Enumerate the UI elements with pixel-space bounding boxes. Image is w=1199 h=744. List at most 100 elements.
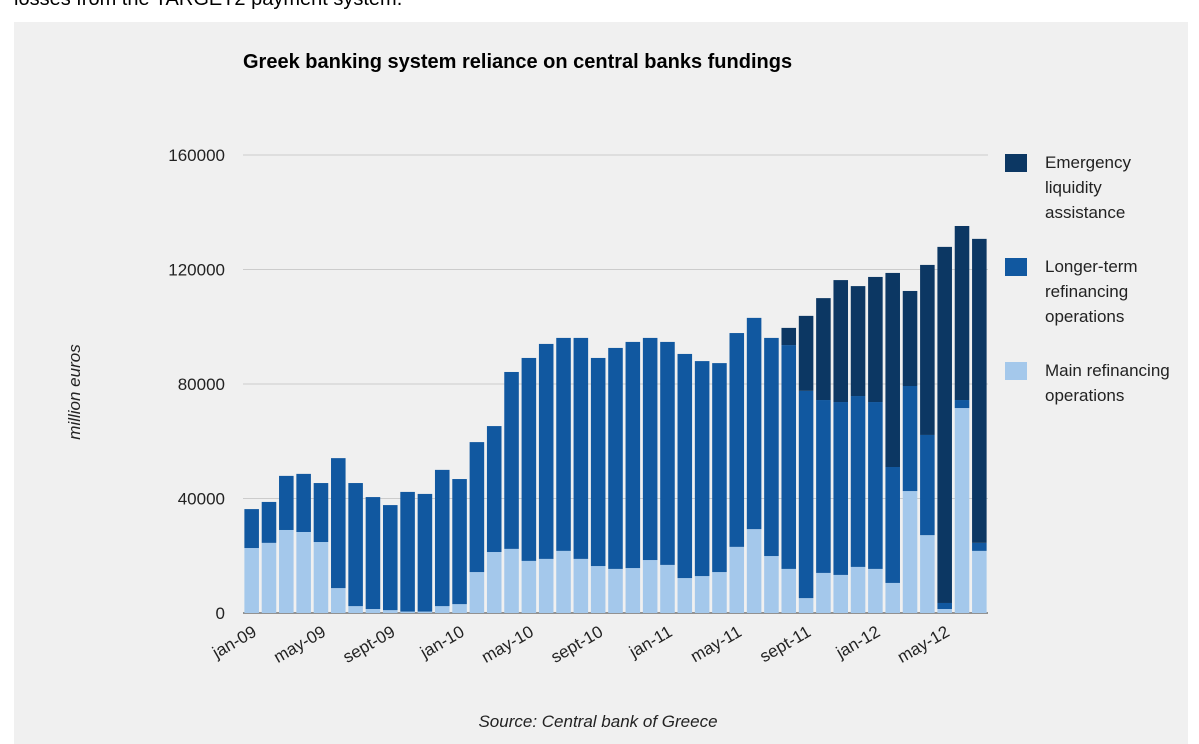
x-tick-label: may-12 (894, 622, 953, 667)
bar-segment (954, 225, 970, 401)
bar-segment (972, 542, 987, 551)
bar-segment (781, 345, 797, 569)
bar-segment (365, 497, 381, 609)
bar-segment (556, 550, 571, 613)
bar-segment (972, 238, 987, 543)
x-tick-label: sept-11 (757, 622, 815, 666)
bar-segment (382, 610, 398, 613)
bar-segment (417, 611, 433, 613)
bar-segment (261, 501, 277, 543)
bar-segment (902, 491, 918, 613)
bar-segment (486, 426, 502, 553)
x-tick-label: sept-10 (548, 622, 607, 667)
bar-segment (954, 400, 970, 409)
bar-segment (746, 529, 762, 613)
bar-segment (521, 357, 537, 561)
bar-segment (642, 560, 658, 613)
bar-segment (920, 535, 935, 613)
bar-segment (798, 598, 814, 613)
x-tick-label: jan-12 (832, 622, 883, 663)
bar-segment (348, 606, 363, 613)
x-tick-label: jan-11 (625, 622, 675, 662)
bar-segment (937, 608, 952, 613)
x-tick-label: sept-09 (340, 622, 399, 667)
bar-segment (781, 327, 797, 346)
bar-segment (313, 542, 329, 613)
bar-segment (573, 558, 589, 613)
bar-segment (764, 556, 779, 613)
bar-segment (954, 408, 970, 613)
bar-segment (972, 550, 987, 613)
bar-segment (590, 566, 606, 613)
y-tick-label: 40000 (178, 490, 225, 509)
bar-segment (764, 337, 779, 557)
bar-segment (400, 491, 415, 612)
bar-segment (331, 458, 346, 589)
bar-segment (868, 568, 883, 613)
chart: Greek banking system reliance on central… (65, 51, 988, 731)
y-tick-label: 80000 (178, 375, 225, 394)
bar-segment (261, 542, 277, 613)
legend-label: Emergency liquidity assistance (1045, 153, 1131, 222)
bar-segment (937, 246, 952, 603)
bar-segment (781, 568, 797, 613)
bar-segment (382, 505, 398, 611)
bar-segment (885, 467, 900, 583)
bar-segment (434, 469, 450, 607)
bar-segment (279, 529, 294, 613)
bar-segment (868, 402, 883, 569)
bar-segment (798, 315, 814, 391)
bar-segment (279, 475, 294, 530)
bar-segment (850, 566, 866, 613)
bar-segment (660, 564, 675, 613)
bar-segment (452, 479, 467, 605)
intro-text: losses from the TARGET2 payment system. (14, 0, 402, 11)
x-tick-label: may-11 (687, 622, 745, 666)
y-tick-label: 0 (216, 604, 225, 623)
bar-segment (642, 337, 658, 561)
bar-segment (521, 560, 537, 613)
bar-segment (677, 578, 693, 613)
legend-swatch (1005, 362, 1027, 380)
bar-segment (608, 347, 623, 569)
source-note: Source: Central bank of Greece (478, 712, 717, 731)
y-tick-label: 160000 (168, 146, 225, 165)
bar-segment (885, 272, 900, 468)
bar-segment (504, 371, 519, 549)
bar-segment (850, 396, 866, 567)
bar-segment (469, 442, 485, 573)
bar-segment (694, 576, 710, 613)
bar-segment (538, 558, 554, 613)
bar-segment (296, 473, 311, 532)
legend-swatch (1005, 154, 1027, 172)
bar-segment (608, 568, 623, 613)
bar-segment (244, 509, 259, 549)
legend-swatch (1005, 258, 1027, 276)
chart-title: Greek banking system reliance on central… (243, 51, 792, 73)
bar-segment (833, 280, 849, 403)
bar-segment (798, 390, 814, 599)
bar-segment (331, 588, 346, 613)
bar-segment (902, 290, 918, 387)
x-tick-label: may-10 (478, 622, 537, 667)
chart-panel: Greek banking system reliance on central… (14, 22, 1188, 744)
bar-segment (538, 343, 554, 559)
bar-segment (729, 333, 745, 547)
bar-segment (920, 264, 935, 435)
y-tick-label: 120000 (168, 261, 225, 280)
bar-segment (902, 386, 918, 492)
bar-segment (816, 572, 831, 613)
bar-segment (885, 582, 900, 613)
bar-segment (504, 548, 519, 613)
bar-segment (590, 357, 606, 567)
y-axis-label: million euros (65, 344, 84, 440)
bar-segment (556, 337, 571, 551)
bar-segment (833, 574, 849, 613)
bar-segment (746, 317, 762, 530)
bar-segment (850, 286, 866, 397)
legend-label: Longer-term refinancing operations (1045, 257, 1138, 326)
bar-segment (868, 276, 883, 403)
bar-segment (296, 531, 311, 613)
bar-segment (920, 434, 935, 536)
